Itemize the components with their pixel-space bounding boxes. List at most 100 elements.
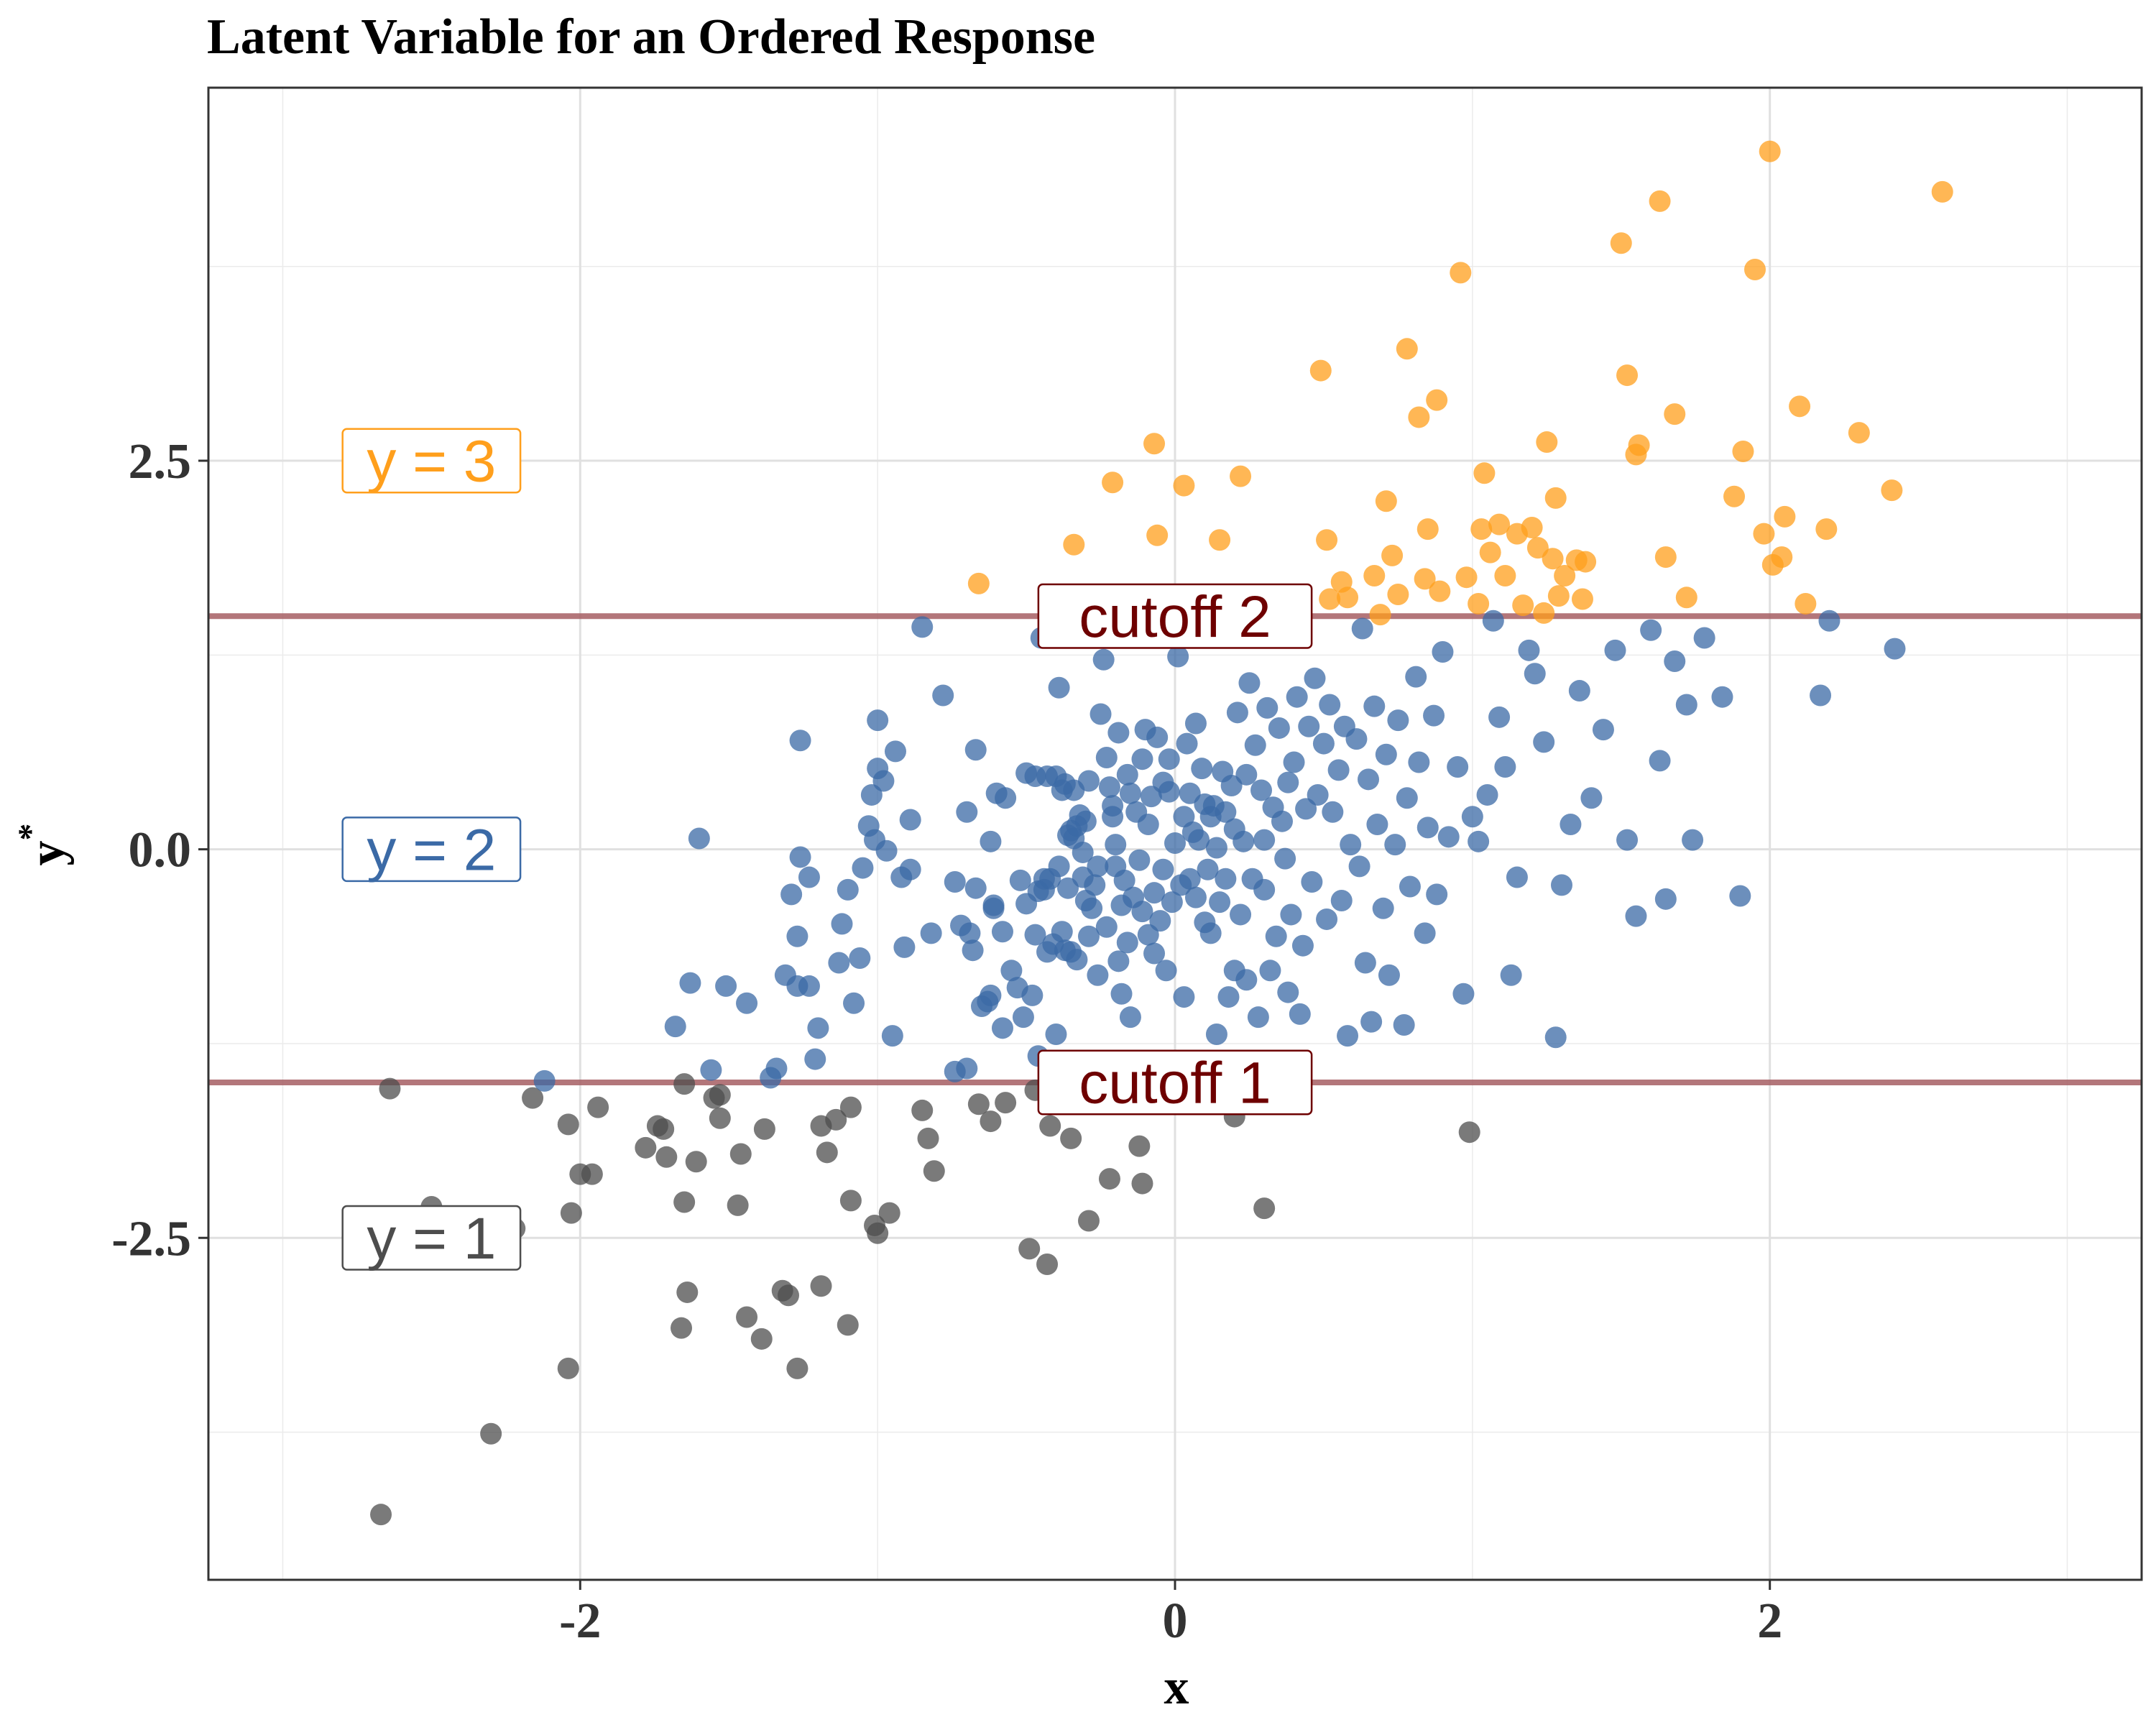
- data-point-y1: [560, 1202, 582, 1224]
- cutoff-label-2: cutoff 2: [1037, 583, 1313, 650]
- data-point-y2: [765, 1057, 788, 1080]
- data-point-y1: [480, 1422, 502, 1445]
- data-point-y2: [688, 827, 710, 850]
- annotations: y = 1 y = 2 y = 3 cutoff 1 cutoff 2: [341, 428, 1313, 1271]
- data-point-y2: [1081, 897, 1103, 919]
- data-point-y2: [1408, 751, 1430, 773]
- data-point-y3: [1426, 389, 1448, 411]
- data-point-y1: [1039, 1115, 1061, 1137]
- data-point-y3: [1664, 403, 1686, 426]
- data-point-y2: [964, 877, 987, 899]
- data-point-y2: [1286, 686, 1308, 708]
- data-point-y2: [1295, 798, 1317, 820]
- data-point-y3: [1649, 190, 1671, 212]
- data-point-y2: [1098, 776, 1120, 799]
- data-point-y2: [1506, 866, 1528, 888]
- data-point-y2: [1340, 834, 1362, 856]
- data-point-y2: [1199, 922, 1222, 944]
- data-point-y2: [1518, 639, 1540, 661]
- data-point-y2: [1074, 810, 1097, 832]
- data-point-y2: [944, 871, 966, 893]
- data-point-y2: [1197, 858, 1219, 880]
- data-point-y3: [1316, 529, 1338, 551]
- data-point-y3: [1488, 513, 1511, 535]
- data-point-y2: [1256, 696, 1279, 719]
- data-point-y3: [1416, 518, 1439, 540]
- data-point-y3: [1230, 465, 1252, 487]
- data-point-y1: [1060, 1127, 1082, 1149]
- data-point-y2: [852, 857, 874, 879]
- data-point-y2: [1423, 704, 1445, 727]
- data-point-y2: [1253, 878, 1276, 901]
- data-point-y2: [884, 740, 906, 763]
- data-point-y3: [1533, 602, 1555, 624]
- data-point-y1: [839, 1096, 862, 1118]
- data-point-y3: [1610, 232, 1632, 254]
- data-point-y3: [1575, 551, 1597, 573]
- data-point-y3: [1771, 546, 1793, 569]
- data-point-y2: [1437, 826, 1460, 848]
- data-point-y2: [1693, 627, 1715, 649]
- data-point-y2: [1416, 816, 1439, 839]
- data-point-y3: [1429, 580, 1451, 602]
- data-point-y2: [1220, 774, 1243, 796]
- data-point-y3: [1209, 529, 1231, 551]
- data-point-y2: [1152, 858, 1174, 880]
- data-point-y2: [1215, 801, 1237, 823]
- data-point-y2: [1533, 731, 1555, 753]
- data-point-y3: [1554, 565, 1576, 587]
- data-point-y2: [1363, 695, 1386, 717]
- data-point-y2: [872, 770, 895, 792]
- data-point-y2: [1131, 901, 1153, 923]
- data-point-y2: [1322, 801, 1344, 823]
- data-point-y2: [1316, 908, 1338, 930]
- data-point-y2: [867, 709, 889, 732]
- data-point-y2: [1818, 610, 1841, 632]
- data-point-y3: [1414, 568, 1436, 590]
- data-point-y2: [1640, 619, 1662, 641]
- data-point-y2: [1580, 787, 1603, 809]
- data-point-y3: [1319, 588, 1341, 610]
- data-point-y2: [1253, 829, 1276, 851]
- svg-text:y = 2: y = 2: [367, 817, 496, 883]
- data-point-y2: [1077, 770, 1100, 792]
- data-point-y1: [839, 1190, 862, 1212]
- category-label-y2: y = 2: [341, 816, 522, 883]
- data-point-y1: [729, 1143, 752, 1165]
- data-point-y3: [1815, 518, 1838, 540]
- data-point-y2: [1205, 1023, 1227, 1045]
- data-point-y2: [932, 684, 954, 707]
- data-point-y1: [709, 1107, 731, 1129]
- data-point-y2: [995, 787, 1017, 809]
- data-point-y2: [899, 809, 921, 831]
- data-point-y2: [1230, 903, 1252, 926]
- data-point-y2: [1414, 922, 1436, 944]
- data-point-y3: [1732, 441, 1754, 463]
- data-point-y2: [1312, 732, 1335, 755]
- data-point-y2: [1110, 983, 1133, 1005]
- data-point-y2: [1215, 868, 1237, 890]
- data-point-y2: [1191, 758, 1213, 780]
- data-point-y2: [533, 1070, 556, 1092]
- data-point-y2: [911, 616, 934, 638]
- data-point-y2: [1358, 768, 1379, 791]
- data-point-y1: [673, 1073, 696, 1095]
- data-point-y3: [1675, 586, 1697, 609]
- data-point-y2: [1351, 617, 1373, 640]
- data-point-y2: [1217, 986, 1240, 1008]
- data-point-y2: [1084, 874, 1106, 896]
- data-point-y2: [849, 947, 871, 969]
- data-point-y3: [1363, 565, 1386, 587]
- data-point-y2: [1274, 847, 1296, 870]
- data-point-y1: [1131, 1172, 1153, 1195]
- data-point-y2: [1345, 728, 1368, 750]
- data-point-y2: [1149, 910, 1171, 932]
- data-point-y1: [685, 1151, 707, 1173]
- data-point-y2: [1337, 1025, 1359, 1047]
- data-point-y2: [881, 1025, 903, 1047]
- data-point-y2: [679, 972, 701, 994]
- data-point-y2: [1810, 684, 1832, 707]
- data-point-y2: [804, 1048, 826, 1070]
- data-point-y3: [1479, 541, 1501, 564]
- data-point-y2: [1482, 610, 1504, 632]
